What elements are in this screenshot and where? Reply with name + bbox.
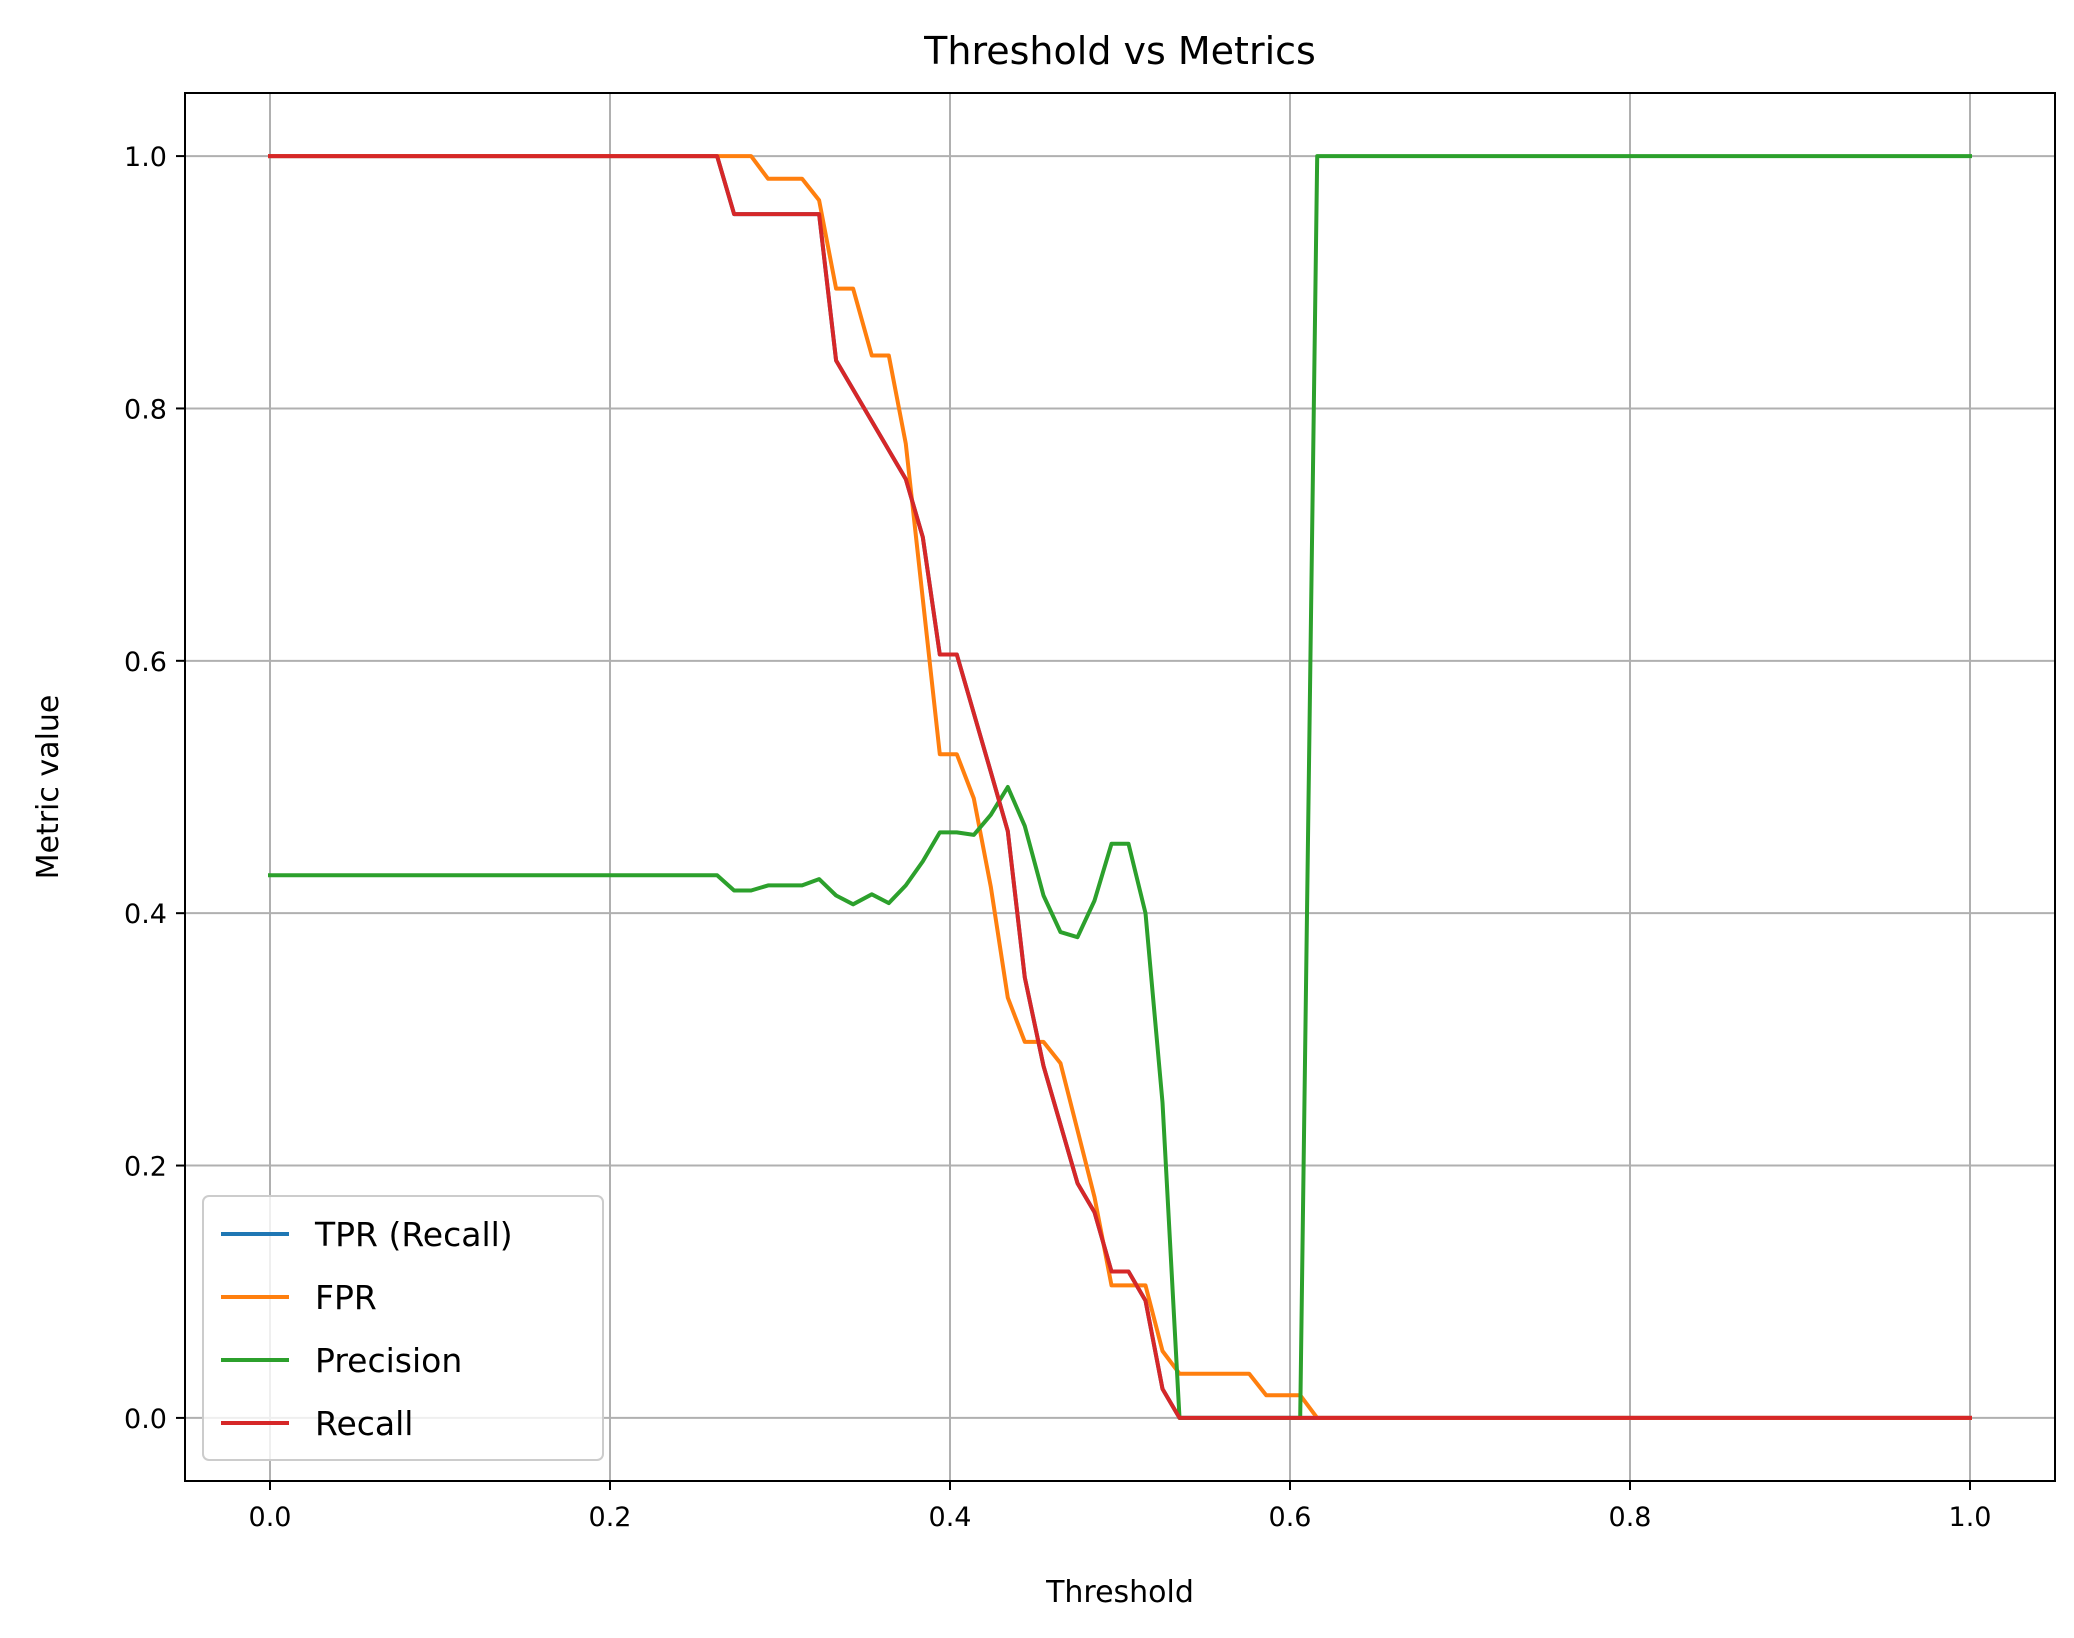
y-tick-label: 0.8 [124, 394, 167, 425]
y-tick-label: 0.6 [124, 647, 167, 678]
x-tick-label: 0.2 [589, 1502, 632, 1533]
y-tick-label: 0.2 [124, 1152, 167, 1183]
x-axis: 0.0 0.2 0.4 0.6 0.8 1.0 [249, 1481, 1992, 1533]
legend-label: Recall [315, 1404, 413, 1443]
series-line-precision [268, 154, 1972, 1420]
chart-title: Threshold vs Metrics [923, 29, 1316, 73]
y-tick-label: 0.0 [124, 1404, 167, 1435]
grid [185, 93, 2055, 1481]
legend-label: TPR (Recall) [314, 1215, 513, 1254]
plot-frame [184, 92, 2056, 1482]
legend-box [202, 1195, 604, 1461]
x-tick-label: 0.4 [929, 1502, 972, 1533]
x-tick-label: 0.0 [249, 1502, 292, 1533]
x-axis-label: Threshold [1045, 1575, 1194, 1610]
x-tick-label: 0.6 [1269, 1502, 1312, 1533]
legend-label: FPR [315, 1278, 377, 1317]
series-line-fpr [268, 154, 1972, 1420]
series-line-recall [268, 154, 1972, 1420]
legend: TPR (Recall) FPR Precision Recall [202, 1195, 604, 1461]
series-layer [268, 154, 1972, 1420]
x-tick-label: 0.8 [1609, 1502, 1652, 1533]
y-axis: 0.0 0.2 0.4 0.6 0.8 1.0 [124, 142, 185, 1435]
y-axis-label: Metric value [31, 695, 66, 880]
y-tick-label: 1.0 [124, 142, 167, 173]
legend-label: Precision [315, 1341, 462, 1380]
x-tick-label: 1.0 [1949, 1502, 1992, 1533]
y-tick-label: 0.4 [124, 899, 167, 930]
